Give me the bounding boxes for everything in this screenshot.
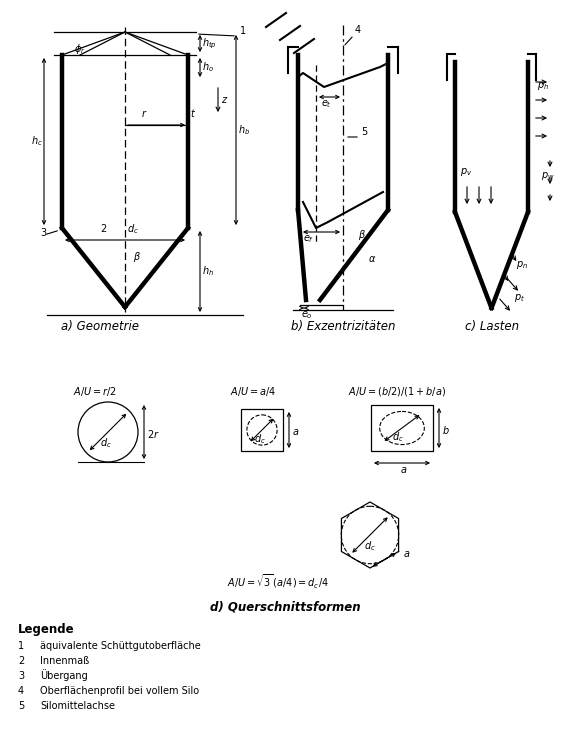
Text: $d_c$: $d_c$: [127, 222, 139, 236]
Text: Innenmaß: Innenmaß: [40, 656, 89, 666]
Text: $a$: $a$: [401, 465, 407, 475]
Text: $p_w$: $p_w$: [541, 170, 555, 182]
Text: 4: 4: [355, 25, 361, 35]
Bar: [241, 409, 283, 451]
Text: 5: 5: [361, 127, 367, 137]
Text: 2: 2: [100, 224, 106, 234]
Text: $\beta$: $\beta$: [358, 228, 366, 242]
Text: 3: 3: [40, 228, 46, 238]
Text: $d_c$: $d_c$: [100, 436, 112, 449]
Text: 1: 1: [240, 26, 246, 36]
Text: $A/U = \sqrt{3}\,(a/4) = d_c/4$: $A/U = \sqrt{3}\,(a/4) = d_c/4$: [227, 572, 329, 591]
Text: $d_c$: $d_c$: [254, 432, 266, 446]
Text: $h_o$: $h_o$: [202, 61, 214, 75]
Text: $p_h$: $p_h$: [537, 80, 549, 92]
Text: $\beta$: $\beta$: [133, 250, 141, 264]
Text: 1: 1: [18, 641, 24, 651]
Text: $z$: $z$: [221, 95, 228, 105]
Text: c) Lasten: c) Lasten: [465, 320, 519, 333]
Text: $h_b$: $h_b$: [238, 123, 250, 137]
Text: d) Querschnittsformen: d) Querschnittsformen: [210, 600, 360, 613]
Text: $A/U = r/2$: $A/U = r/2$: [73, 385, 117, 398]
Text: $2r$: $2r$: [147, 428, 160, 440]
Text: $A/U = (b/2) / (1+b/a)$: $A/U = (b/2) / (1+b/a)$: [348, 386, 446, 398]
Text: 4: 4: [18, 686, 24, 696]
Text: $t$: $t$: [190, 107, 196, 119]
Text: $p_n$: $p_n$: [516, 259, 528, 271]
Text: äquivalente Schüttgutoberfläche: äquivalente Schüttgutoberfläche: [40, 641, 201, 651]
Text: Übergang: Übergang: [40, 669, 88, 681]
Text: $e_f$: $e_f$: [303, 233, 314, 244]
Text: 2: 2: [18, 656, 24, 666]
Text: $a$: $a$: [292, 427, 299, 437]
Text: $h_h$: $h_h$: [202, 264, 214, 278]
Text: $a$: $a$: [403, 549, 410, 559]
Text: $A/U = a/4$: $A/U = a/4$: [230, 385, 277, 398]
Text: $e_t$: $e_t$: [321, 98, 332, 110]
Text: $p_v$: $p_v$: [460, 166, 472, 178]
Text: $d_c$: $d_c$: [392, 430, 404, 444]
Text: $d_c$: $d_c$: [364, 539, 376, 553]
Text: b) Exzentrizitäten: b) Exzentrizitäten: [291, 320, 395, 333]
Text: $\phi_r$: $\phi_r$: [74, 42, 85, 56]
Text: 5: 5: [18, 701, 24, 711]
Text: Silomittelachse: Silomittelachse: [40, 701, 115, 711]
Text: $b$: $b$: [442, 424, 450, 436]
Text: 3: 3: [18, 671, 24, 681]
Text: Legende: Legende: [18, 623, 75, 636]
Text: $\alpha$: $\alpha$: [368, 254, 376, 264]
Text: $e_o$: $e_o$: [301, 309, 313, 321]
Text: a) Geometrie: a) Geometrie: [61, 320, 139, 333]
Text: $r$: $r$: [141, 108, 147, 119]
Text: $h_c$: $h_c$: [31, 135, 43, 149]
Text: $p_t$: $p_t$: [514, 292, 525, 304]
Text: Oberflächenprofil bei vollem Silo: Oberflächenprofil bei vollem Silo: [40, 686, 199, 696]
Text: $h_{tp}$: $h_{tp}$: [202, 37, 217, 51]
Bar: [371, 405, 433, 451]
